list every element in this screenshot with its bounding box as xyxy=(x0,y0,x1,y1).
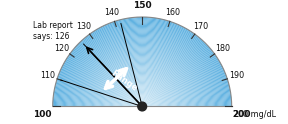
Wedge shape xyxy=(68,33,216,107)
Wedge shape xyxy=(103,67,181,107)
Wedge shape xyxy=(123,87,161,107)
Text: 130: 130 xyxy=(76,22,91,31)
Wedge shape xyxy=(101,65,183,107)
Wedge shape xyxy=(116,81,168,107)
Wedge shape xyxy=(128,92,157,107)
Wedge shape xyxy=(126,91,158,107)
Wedge shape xyxy=(104,68,180,107)
Text: 150: 150 xyxy=(133,1,151,10)
Wedge shape xyxy=(73,37,212,107)
Wedge shape xyxy=(65,29,219,107)
Wedge shape xyxy=(84,48,200,107)
Wedge shape xyxy=(141,105,143,107)
Wedge shape xyxy=(58,23,226,107)
Wedge shape xyxy=(60,25,224,107)
Wedge shape xyxy=(131,95,154,107)
Wedge shape xyxy=(124,89,160,107)
Wedge shape xyxy=(92,56,193,107)
Text: Range: Range xyxy=(110,69,139,93)
Wedge shape xyxy=(88,53,196,107)
Wedge shape xyxy=(90,54,195,107)
Wedge shape xyxy=(132,96,152,107)
Wedge shape xyxy=(77,42,207,107)
Text: 200: 200 xyxy=(233,110,251,119)
Wedge shape xyxy=(95,60,189,107)
Wedge shape xyxy=(97,62,187,107)
Wedge shape xyxy=(110,74,175,107)
Wedge shape xyxy=(59,24,225,107)
Wedge shape xyxy=(114,78,170,107)
Wedge shape xyxy=(96,61,188,107)
Wedge shape xyxy=(82,46,203,107)
Wedge shape xyxy=(54,18,231,107)
Wedge shape xyxy=(71,35,214,107)
Text: 160: 160 xyxy=(165,8,180,17)
Wedge shape xyxy=(57,21,227,107)
Wedge shape xyxy=(56,20,228,107)
Wedge shape xyxy=(69,34,215,107)
Wedge shape xyxy=(62,26,223,107)
Wedge shape xyxy=(140,104,145,107)
Wedge shape xyxy=(85,49,199,107)
Wedge shape xyxy=(102,66,183,107)
Wedge shape xyxy=(109,73,176,107)
Wedge shape xyxy=(125,90,159,107)
Text: 140: 140 xyxy=(104,8,119,17)
Wedge shape xyxy=(106,71,178,107)
Wedge shape xyxy=(137,101,148,107)
Wedge shape xyxy=(138,102,147,107)
Wedge shape xyxy=(91,55,194,107)
Wedge shape xyxy=(63,27,222,107)
Wedge shape xyxy=(98,63,186,107)
Wedge shape xyxy=(75,39,209,107)
Wedge shape xyxy=(129,93,156,107)
Wedge shape xyxy=(121,85,164,107)
Wedge shape xyxy=(93,57,192,107)
Wedge shape xyxy=(76,40,208,107)
Text: 180: 180 xyxy=(215,44,230,53)
Wedge shape xyxy=(100,64,185,107)
Text: 100: 100 xyxy=(33,110,52,119)
Wedge shape xyxy=(79,44,205,107)
Wedge shape xyxy=(112,76,173,107)
Text: 110: 110 xyxy=(40,71,55,80)
Wedge shape xyxy=(118,82,167,107)
Text: 190: 190 xyxy=(229,71,244,80)
Wedge shape xyxy=(113,77,171,107)
Wedge shape xyxy=(119,83,166,107)
Wedge shape xyxy=(81,45,204,107)
Wedge shape xyxy=(130,94,154,107)
Wedge shape xyxy=(111,75,174,107)
Wedge shape xyxy=(67,31,217,107)
Text: 170: 170 xyxy=(193,22,208,31)
Wedge shape xyxy=(120,84,164,107)
Wedge shape xyxy=(134,99,150,107)
Wedge shape xyxy=(53,17,232,107)
Circle shape xyxy=(138,102,147,111)
Wedge shape xyxy=(105,70,179,107)
Wedge shape xyxy=(115,80,169,107)
Wedge shape xyxy=(133,98,151,107)
Wedge shape xyxy=(87,52,197,107)
Text: 120: 120 xyxy=(54,44,69,53)
Wedge shape xyxy=(78,43,206,107)
Wedge shape xyxy=(86,51,198,107)
Wedge shape xyxy=(66,30,218,107)
Wedge shape xyxy=(135,100,149,107)
Wedge shape xyxy=(55,19,230,107)
Wedge shape xyxy=(72,36,213,107)
Wedge shape xyxy=(107,72,177,107)
Wedge shape xyxy=(94,58,190,107)
Wedge shape xyxy=(83,47,202,107)
Wedge shape xyxy=(64,28,221,107)
Wedge shape xyxy=(74,38,211,107)
Text: 200 mg/dL: 200 mg/dL xyxy=(233,110,276,119)
Wedge shape xyxy=(139,103,145,107)
Text: Lab report
says: 126: Lab report says: 126 xyxy=(33,21,73,41)
Wedge shape xyxy=(122,86,162,107)
